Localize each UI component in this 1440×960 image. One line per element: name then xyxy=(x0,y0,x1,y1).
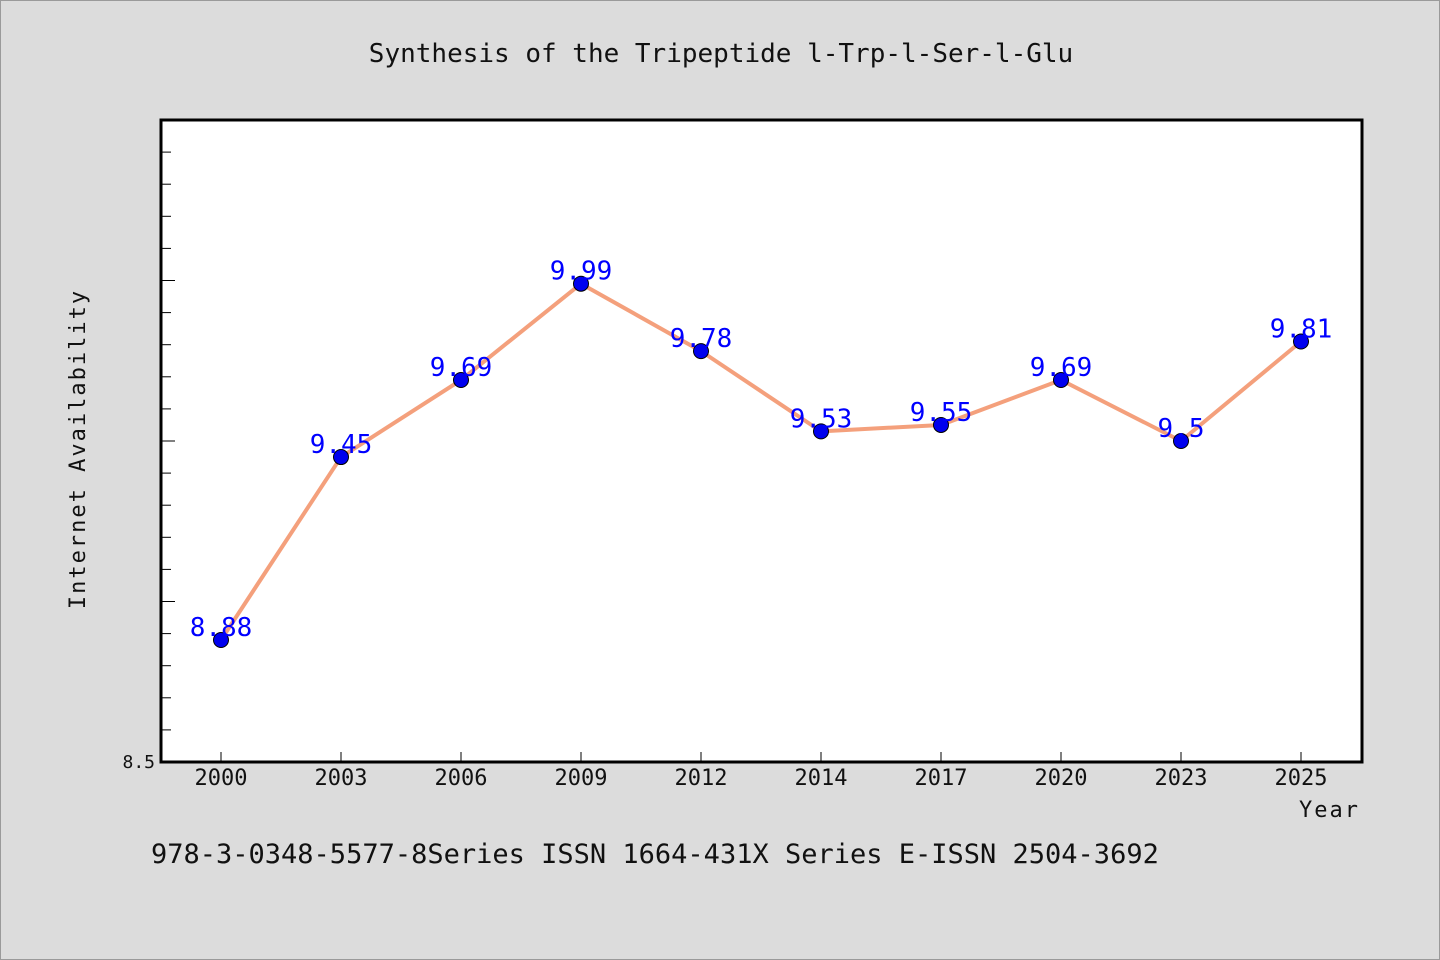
data-point-marker xyxy=(933,416,949,433)
y-axis-label: Internet Availability xyxy=(66,289,91,609)
x-tick-label: 2009 xyxy=(555,766,608,791)
data-label: 9.69 xyxy=(1030,353,1093,383)
x-tick-label: 2014 xyxy=(795,766,848,791)
data-point-marker xyxy=(453,372,469,389)
data-label: 9.81 xyxy=(1270,314,1333,344)
data-point-marker xyxy=(1173,433,1189,449)
data-point-marker xyxy=(1293,333,1309,350)
x-tick-label: 2023 xyxy=(1155,766,1208,791)
data-point-marker xyxy=(693,343,709,360)
data-label: 9.53 xyxy=(790,404,853,434)
series-layer xyxy=(219,281,1303,643)
x-tick-label: 2003 xyxy=(315,766,368,791)
data-label: 9.5 xyxy=(1158,414,1205,444)
x-tick-label: 2006 xyxy=(435,766,488,791)
data-label-layer: 8.88 9.45 9.69 9.99 9.78 9.53 9.55 9.69 9.5 9.81 xyxy=(190,257,1333,643)
data-point-marker xyxy=(813,423,829,440)
x-tick-label: 2020 xyxy=(1035,766,1088,791)
data-label: 9.45 xyxy=(310,430,373,460)
x-tick-label: 2012 xyxy=(675,766,728,791)
data-point-marker xyxy=(333,449,349,466)
x-tick-label: 2000 xyxy=(195,766,248,791)
data-label: 9.99 xyxy=(550,257,613,287)
y-axis-ticks: 8.5 xyxy=(122,119,175,773)
x-axis-ticks: 2000 2003 2006 2009 2012 2014 2017 2020 2023 2025 xyxy=(195,752,1328,791)
x-tick-label: 2025 xyxy=(1275,766,1328,791)
data-point-marker xyxy=(1053,372,1069,389)
series-line xyxy=(219,281,1303,643)
marker-layer xyxy=(213,275,1309,649)
footer-isbn-text: 978-3-0348-5577-8Series ISSN 1664-431X S… xyxy=(151,839,1159,870)
plot-area xyxy=(161,120,1362,762)
data-label: 9.55 xyxy=(910,398,973,428)
data-label: 8.88 xyxy=(190,613,253,643)
data-point-marker xyxy=(213,632,229,649)
y-tick-label: 8.5 xyxy=(122,752,155,773)
data-label: 9.69 xyxy=(430,353,493,383)
data-label: 9.78 xyxy=(670,324,733,354)
x-axis-label: Year xyxy=(1299,798,1360,823)
data-point-marker xyxy=(573,275,589,292)
chart-title: Synthesis of the Tripeptide l-Trp-l-Ser-… xyxy=(369,39,1073,69)
plot-frame xyxy=(159,118,1364,764)
x-tick-label: 2017 xyxy=(915,766,968,791)
